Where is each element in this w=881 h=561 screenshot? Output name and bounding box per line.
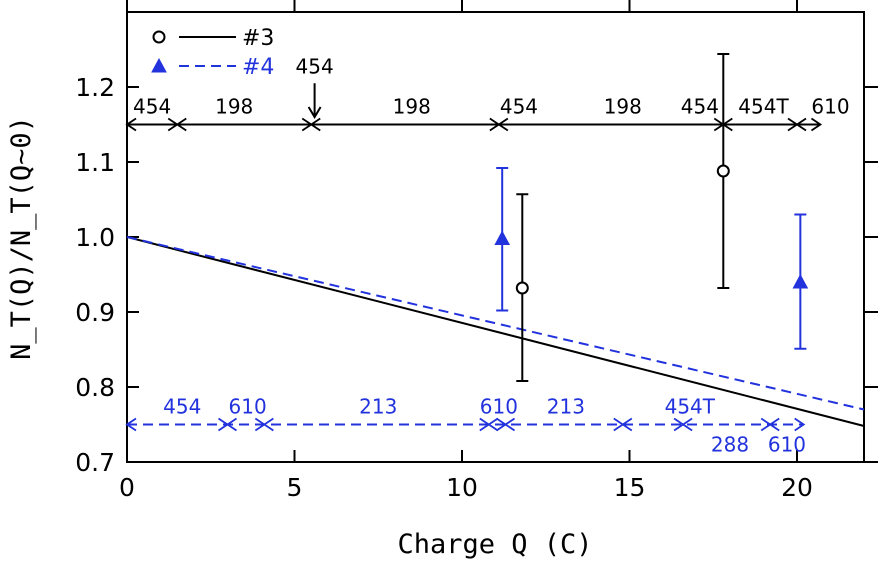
segment-arrowhead <box>681 417 693 432</box>
legend-label-s3: #3 <box>242 26 274 51</box>
segment-label: 454 <box>681 95 719 119</box>
segment-label: 198 <box>215 95 253 119</box>
fit-line-s4 <box>126 236 865 411</box>
x-tick-label: 0 <box>119 473 135 502</box>
segment-label: 454T <box>738 95 789 119</box>
data-point-s3 <box>515 281 529 295</box>
legend-marker-s4 <box>151 57 167 73</box>
fit-line-s3 <box>126 236 865 427</box>
plot-area: 0 5 10 15 20 0.7 0.8 0.9 1.0 1.1 1.2 454 198 198 454 19… <box>75 0 878 502</box>
data-point-s3 <box>716 164 730 178</box>
y-tick-label: 1.1 <box>75 148 115 177</box>
y-tick-label: 1.2 <box>75 73 115 102</box>
segment-label: 454 <box>163 395 201 419</box>
data-point-s4 <box>494 230 511 245</box>
segment-arrowhead <box>503 417 516 432</box>
data-point-s4 <box>792 273 809 289</box>
segment-arrowhead <box>810 117 823 132</box>
segment-label: 198 <box>393 95 431 119</box>
segment-arrowhead <box>768 417 780 432</box>
segment-arrowhead <box>125 117 137 132</box>
segment-arrowhead <box>225 417 237 432</box>
y-tick-label: 0.9 <box>75 298 115 327</box>
segment-label: 288 <box>711 433 749 457</box>
segment-label: 213 <box>547 395 585 419</box>
y-tick-label: 1.0 <box>75 223 115 252</box>
segment-label: 213 <box>359 395 397 419</box>
y-axis-title: N_T(Q)/N_T(Q~0) <box>6 116 37 360</box>
segment-arrowhead <box>175 117 187 132</box>
segment-arrowhead <box>487 417 499 432</box>
y-tick-label: 0.7 <box>75 448 115 477</box>
segment-arrowhead <box>125 417 137 432</box>
legend-marker-s3 <box>152 30 166 44</box>
x-axis-title: Charge Q (C) <box>397 529 592 560</box>
segment-label: 610 <box>811 95 849 119</box>
x-tick-label: 15 <box>614 473 646 502</box>
annotation-label: 454 <box>296 55 334 79</box>
x-tick-label: 5 <box>287 473 303 502</box>
segment-label: 454 <box>500 95 538 119</box>
segment-label: 610 <box>768 433 806 457</box>
x-tick-label: 10 <box>446 473 478 502</box>
segment-arrowhead <box>262 417 274 432</box>
segment-arrowhead <box>795 117 807 132</box>
segment-arrowhead <box>497 117 509 132</box>
segment-arrowhead <box>794 417 806 432</box>
segment-arrowhead <box>309 117 321 132</box>
y-tick-label: 0.8 <box>75 373 115 402</box>
segment-label: 610 <box>229 395 267 419</box>
segment-arrowhead <box>621 417 633 432</box>
segment-label: 198 <box>604 95 642 119</box>
segment-label: 454T <box>665 395 716 419</box>
annotation-arrowhead <box>307 106 322 119</box>
segment-arrowhead <box>721 117 733 132</box>
segment-label: 610 <box>480 395 518 419</box>
legend-label-s4: #4 <box>242 55 274 80</box>
x-tick-label: 20 <box>781 473 813 502</box>
segment-label: 454 <box>133 95 171 119</box>
